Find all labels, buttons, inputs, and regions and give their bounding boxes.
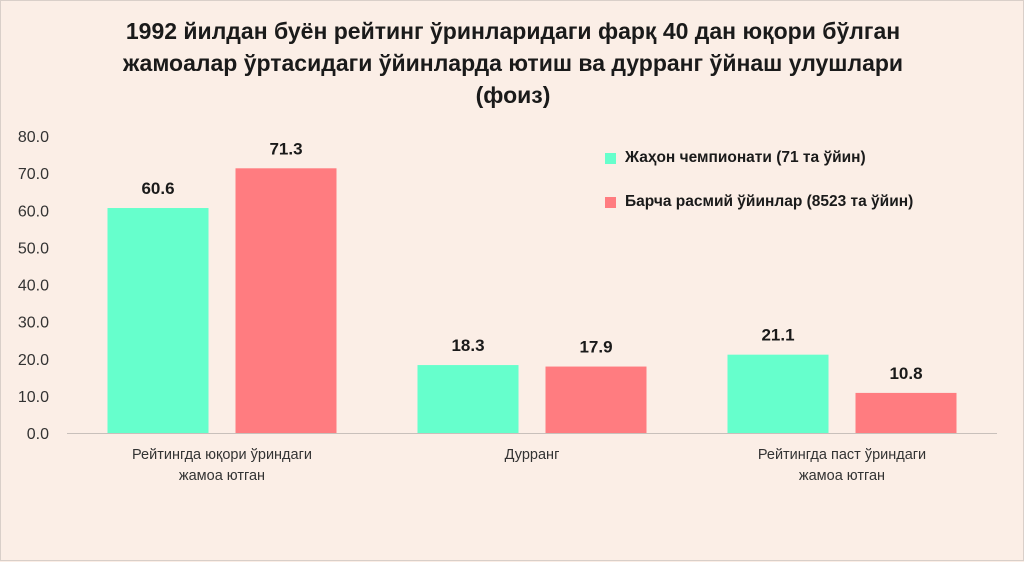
bar <box>235 168 337 433</box>
legend-swatch-all-official <box>605 196 616 208</box>
chart-title-line-3: (фоиз) <box>475 82 551 108</box>
data-label: 18.3 <box>451 336 484 355</box>
x-category-label: Дурранг <box>505 447 560 463</box>
legend-item-world-cup: Жаҳон чемпионати (71 та ўйин) <box>605 147 913 169</box>
y-tick-label: 50.0 <box>18 240 49 257</box>
y-tick-label: 20.0 <box>18 352 49 369</box>
data-label: 17.9 <box>579 338 612 357</box>
legend-label-all-official: Барча расмий ўйинлар (8523 та ўйин) <box>625 193 914 210</box>
legend-item-all-official: Барча расмий ўйинлар (8523 та ўйин) <box>605 191 913 213</box>
chart-title-line-1: 1992 йилдан буён рейтинг ўринларидаги фа… <box>125 18 901 44</box>
data-label: 60.6 <box>141 179 174 198</box>
y-tick-label: 0.0 <box>27 426 49 443</box>
bar <box>107 208 209 433</box>
y-tick-label: 30.0 <box>18 315 49 332</box>
legend-label-world-cup: Жаҳон чемпионати (71 та ўйин) <box>625 149 866 166</box>
x-category-label: Рейтингда юқори ўриндаги <box>132 447 312 463</box>
y-tick-label: 40.0 <box>18 278 49 295</box>
x-category-label: Рейтингда паст ўриндаги <box>758 447 926 463</box>
bar <box>855 392 957 433</box>
y-tick-label: 10.0 <box>18 389 49 406</box>
bar <box>727 354 829 433</box>
data-label: 10.8 <box>889 364 922 383</box>
chart-legend: Жаҳон чемпионати (71 та ўйин) Барча расм… <box>605 147 913 235</box>
chart-title: 1992 йилдан буён рейтинг ўринларидаги фа… <box>1 15 1024 111</box>
bar <box>545 366 647 433</box>
y-tick-label: 80.0 <box>18 129 49 146</box>
x-category-label: жамоа ютган <box>799 468 885 484</box>
y-tick-label: 60.0 <box>18 203 49 220</box>
chart-title-line-2: жамоалар ўртасидаги ўйинларда ютиш ва ду… <box>122 50 904 76</box>
data-label: 71.3 <box>269 139 302 158</box>
legend-swatch-world-cup <box>605 152 616 164</box>
bar <box>417 365 519 433</box>
y-tick-label: 70.0 <box>18 166 49 183</box>
x-category-label: жамоа ютган <box>179 468 265 484</box>
data-label: 21.1 <box>761 326 794 345</box>
